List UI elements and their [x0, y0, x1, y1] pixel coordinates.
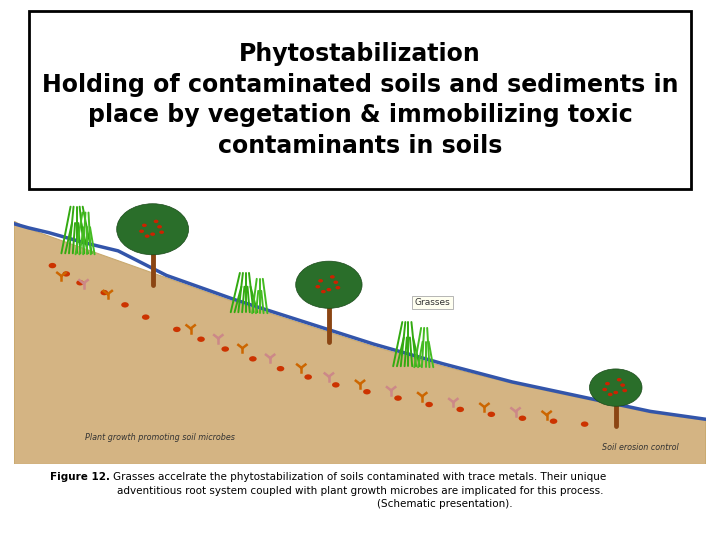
Circle shape [321, 290, 325, 293]
Circle shape [315, 285, 320, 288]
Text: Grasses accelrate the phytostabilization of soils contaminated with trace metals: Grasses accelrate the phytostabilization… [113, 472, 607, 509]
Circle shape [613, 391, 618, 394]
Circle shape [157, 225, 162, 228]
Text: Grasses: Grasses [415, 298, 451, 307]
Circle shape [336, 286, 341, 289]
Circle shape [139, 230, 144, 233]
Circle shape [581, 421, 588, 427]
Circle shape [142, 224, 147, 227]
Circle shape [197, 336, 204, 342]
Circle shape [173, 327, 181, 332]
Circle shape [318, 279, 323, 282]
Circle shape [550, 418, 557, 424]
Circle shape [117, 204, 189, 255]
Circle shape [605, 382, 610, 386]
Circle shape [487, 411, 495, 417]
Text: Plant growth promoting soil microbes: Plant growth promoting soil microbes [85, 433, 235, 442]
Circle shape [617, 378, 621, 381]
Circle shape [363, 389, 371, 394]
Circle shape [249, 356, 256, 362]
Polygon shape [14, 221, 706, 464]
Circle shape [456, 407, 464, 412]
FancyBboxPatch shape [29, 11, 691, 189]
Circle shape [63, 271, 70, 276]
Text: Soil erosion control: Soil erosion control [602, 443, 678, 452]
Circle shape [326, 288, 331, 292]
Circle shape [590, 369, 642, 406]
Circle shape [296, 261, 362, 308]
Circle shape [121, 302, 129, 308]
Circle shape [622, 389, 627, 392]
Circle shape [333, 281, 338, 284]
Text: Phytostabilization
Holding of contaminated soils and sediments in
place by veget: Phytostabilization Holding of contaminat… [42, 42, 678, 158]
Circle shape [332, 382, 340, 388]
Circle shape [518, 416, 526, 421]
Circle shape [276, 366, 284, 372]
Circle shape [76, 280, 84, 286]
Circle shape [153, 220, 158, 223]
Circle shape [101, 290, 108, 295]
Circle shape [159, 231, 164, 234]
Circle shape [330, 275, 335, 279]
Circle shape [620, 383, 625, 387]
Circle shape [608, 393, 613, 396]
Circle shape [145, 234, 150, 238]
Circle shape [395, 395, 402, 401]
Circle shape [150, 232, 155, 236]
Circle shape [305, 374, 312, 380]
Circle shape [602, 388, 607, 392]
Circle shape [426, 402, 433, 407]
Circle shape [49, 263, 56, 268]
Circle shape [222, 346, 229, 352]
Circle shape [142, 314, 150, 320]
Text: Figure 12.: Figure 12. [50, 472, 110, 483]
